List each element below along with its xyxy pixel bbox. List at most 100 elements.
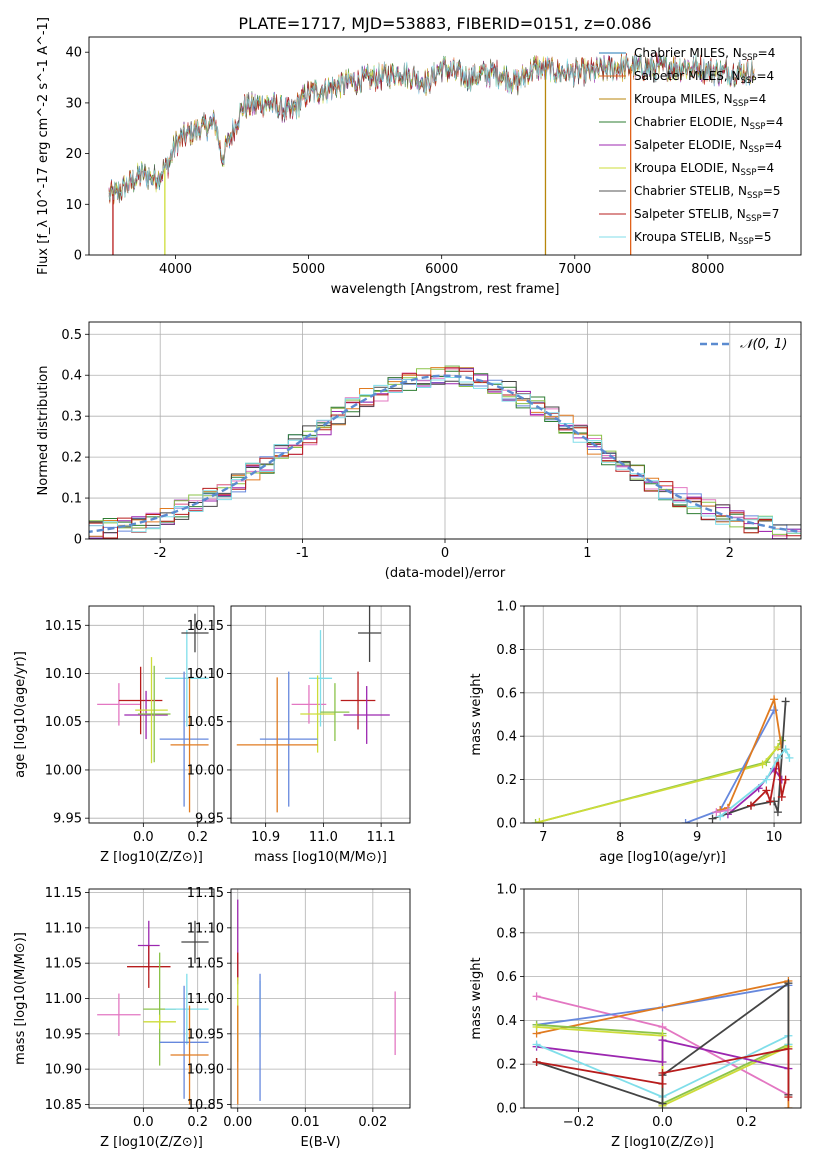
- y-tick-label: 10.90: [187, 1063, 224, 1078]
- y-tick-label: 11.05: [187, 957, 224, 972]
- y-tick-label: 11.05: [45, 957, 82, 972]
- weight-line: [750, 757, 787, 807]
- y-tick-label: 0.6: [496, 970, 517, 985]
- x-axis-label: age [log10(age/yr)]: [599, 850, 726, 865]
- y-tick-label: 11.10: [187, 921, 224, 936]
- axes-frame: [88, 605, 215, 824]
- y-tick-label: 10.10: [45, 667, 82, 682]
- y-tick-label: 20: [65, 147, 82, 162]
- y-tick-label: 0.4: [496, 730, 517, 745]
- x-tick-label: 0.2: [187, 1115, 208, 1130]
- legend-label: Salpeter STELIB, NSSP=7: [634, 207, 779, 224]
- x-tick-label: 10: [766, 830, 783, 845]
- figure-title: PLATE=1717, MJD=53883, FIBERID=0151, z=0…: [238, 14, 651, 33]
- y-tick-label: 10.05: [187, 715, 224, 730]
- spectrum-panel: 4000 5000 6000 7000 8000 0 10 20 30 40 wavelength …: [36, 17, 802, 297]
- y-tick-label: 0.3: [61, 410, 82, 425]
- weight-line: [719, 696, 783, 811]
- y-tick-label: 10.90: [45, 1063, 82, 1078]
- errorbars: [97, 613, 209, 813]
- y-tick-label: 30: [65, 96, 82, 111]
- weight-line: [535, 739, 783, 823]
- y-tick-label: 9.95: [53, 812, 82, 827]
- y-axis-label: mass weight: [469, 673, 484, 755]
- axes-frame: [230, 605, 411, 824]
- x-tick-label: 0.2: [736, 1115, 757, 1130]
- spectrum-line: [108, 54, 755, 201]
- histogram-panel: -2 -1 0 1 2 0 0.1 0.2 0.3 0.4 0.5 (data-model)/erro…: [36, 321, 802, 581]
- y-axis-label: mass [log10(M/M⊙)]: [13, 932, 28, 1065]
- y-tick-label: 10.15: [45, 619, 82, 634]
- axes-frame: [523, 888, 802, 1109]
- x-tick-label: −0.2: [563, 1115, 595, 1130]
- errorbars: [237, 899, 396, 1105]
- legend-label: 𝒩(0, 1): [740, 337, 787, 352]
- axes-frame: [88, 888, 215, 1109]
- y-axis-label: age [log10(age/yr)]: [13, 651, 28, 778]
- y-tick-label: 11.15: [45, 886, 82, 901]
- x-tick-label: 0: [441, 546, 449, 561]
- errorbar-panel-2: 0.0 0.2 9.95 10.00 10.05 10.10 10.15 Z [log10(Z…: [13, 605, 215, 865]
- y-tick-label: 10.85: [187, 1098, 224, 1113]
- errorbar-panel-3: 10.9 11.0 11.1 9.95 10.00 10.05 10.10 10.15 mass…: [187, 605, 411, 865]
- x-tick-label: 11.0: [309, 830, 338, 845]
- legend-label: Kroupa ELODIE, NSSP=4: [634, 161, 774, 178]
- errorbar-panel-6: 0.00 0.01 0.02 10.85 10.90 10.95 11.00 11.05 11.…: [187, 886, 411, 1150]
- y-tick-label: 0: [74, 249, 82, 264]
- x-tick-label: 11.1: [367, 830, 396, 845]
- y-tick-label: 10.95: [45, 1027, 82, 1042]
- errorbar-panel-5: 0.0 0.2 10.85 10.90 10.95 11.00 11.05 11.10 11.1…: [13, 886, 215, 1150]
- weight-lines: [532, 976, 793, 1108]
- y-tick-label: 0.0: [496, 1102, 517, 1117]
- y-tick-label: 0.8: [496, 643, 517, 658]
- x-tick-label: -2: [154, 546, 167, 561]
- x-tick-label: 9: [693, 830, 701, 845]
- spectrum-lines: [108, 52, 755, 255]
- legend-label: Kroupa STELIB, NSSP=5: [634, 230, 772, 247]
- weight-line: [685, 709, 775, 823]
- x-axis-label: (data-model)/error: [385, 566, 506, 581]
- x-tick-label: 0.0: [133, 830, 154, 845]
- x-axis-label: wavelength [Angstrom, rest frame]: [331, 282, 560, 297]
- normal-curve: [89, 374, 801, 534]
- y-tick-label: 10.05: [45, 715, 82, 730]
- y-tick-label: 0.4: [61, 369, 82, 384]
- x-tick-label: 0.01: [291, 1115, 320, 1130]
- histogram-lines: [89, 365, 801, 539]
- y-tick-label: 10.00: [187, 763, 224, 778]
- x-tick-label: 0.0: [133, 1115, 154, 1130]
- y-tick-label: 0.6: [496, 686, 517, 701]
- y-tick-label: 11.00: [45, 992, 82, 1007]
- y-tick-label: 0.0: [496, 817, 517, 832]
- weight-line: [536, 1038, 789, 1070]
- y-tick-label: 0.4: [496, 1014, 517, 1029]
- weight-line: [539, 746, 779, 823]
- axes-frame: [230, 888, 411, 1109]
- x-axis-label: E(B-V): [300, 1135, 340, 1150]
- y-tick-label: 10.15: [187, 619, 224, 634]
- x-tick-label: 8: [616, 830, 624, 845]
- x-tick-label: 8000: [691, 262, 724, 277]
- x-tick-label: 5000: [292, 262, 325, 277]
- x-tick-label: -1: [296, 546, 309, 561]
- x-tick-label: 2: [726, 546, 734, 561]
- y-tick-label: 40: [65, 46, 82, 61]
- y-axis-label: mass weight: [469, 957, 484, 1039]
- x-tick-label: 1: [583, 546, 591, 561]
- legend-label: Salpeter MILES, NSSP=4: [634, 69, 774, 86]
- y-tick-label: 0.2: [496, 773, 517, 788]
- legend-label: Kroupa MILES, NSSP=4: [634, 92, 766, 109]
- y-tick-label: 0: [74, 533, 82, 548]
- y-tick-label: 10: [65, 198, 82, 213]
- y-tick-label: 11.15: [187, 886, 224, 901]
- x-tick-label: 10.9: [251, 830, 280, 845]
- weight-panel-7: −0.2 0.0 0.2 0.0 0.2 0.4 0.6 0.8 1.0 Z [log10(Z/Z…: [469, 883, 802, 1150]
- y-axis-label: Flux [f_λ 10^-17 erg cm^-2 s^-1 A^-1]: [36, 17, 51, 275]
- spectrum-legend: Chabrier MILES, NSSP=4 Salpeter MILES, NS…: [599, 46, 783, 247]
- y-tick-label: 10.95: [187, 1027, 224, 1042]
- y-tick-label: 0.5: [61, 328, 82, 343]
- axes-frame: [523, 605, 802, 824]
- y-tick-label: 1.0: [496, 883, 517, 898]
- y-tick-label: 10.10: [187, 667, 224, 682]
